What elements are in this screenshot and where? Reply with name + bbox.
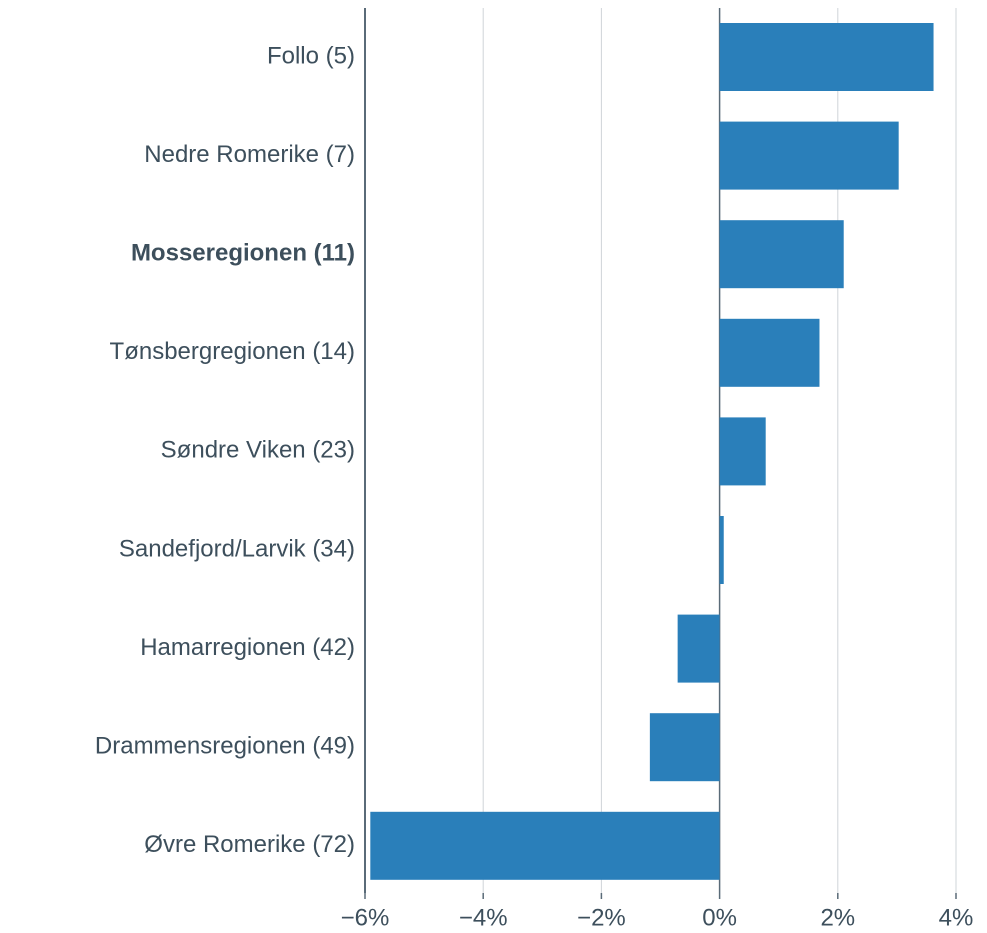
x-tick-label: 2%	[820, 904, 855, 931]
y-tick-label: Mosseregionen (11)	[131, 240, 355, 267]
y-tick-label: Drammensregionen (49)	[95, 733, 355, 760]
bar	[719, 516, 724, 584]
bar	[719, 318, 820, 387]
x-tick-label: 0%	[702, 904, 737, 931]
y-tick-label: Tønsbergregionen (14)	[110, 338, 355, 365]
bar	[677, 614, 720, 683]
bar	[719, 417, 766, 486]
x-tick-label: −6%	[341, 904, 390, 931]
x-tick-label: 4%	[939, 904, 974, 931]
y-tick-label: Søndre Viken (23)	[161, 437, 355, 464]
bar	[719, 23, 934, 91]
x-tick-label: −2%	[577, 904, 626, 931]
bar	[719, 121, 899, 190]
y-tick-label: Nedre Romerike (7)	[144, 141, 355, 168]
y-tick-label: Øvre Romerike (72)	[144, 831, 355, 858]
bar	[719, 220, 844, 289]
y-tick-label: Hamarregionen (42)	[140, 634, 355, 661]
x-tick-label: −4%	[459, 904, 508, 931]
bar	[649, 713, 720, 782]
y-tick-label: Sandefjord/Larvik (34)	[119, 535, 355, 562]
bar	[370, 811, 720, 880]
y-tick-label: Follo (5)	[267, 42, 355, 69]
